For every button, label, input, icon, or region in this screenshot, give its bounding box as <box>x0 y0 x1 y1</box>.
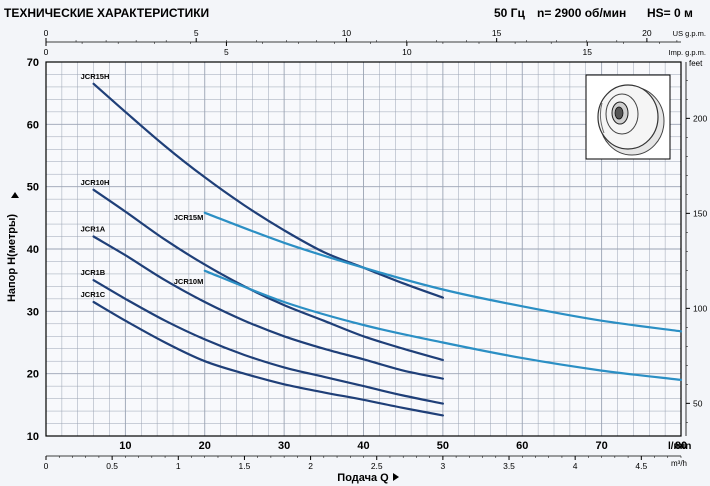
impeller-inset <box>585 74 671 160</box>
feet-tick-label: 100 <box>693 303 707 313</box>
imp-gpm-unit-label: Imp. g.p.m. <box>668 48 706 57</box>
imp-gpm-tick-label: 0 <box>44 47 49 57</box>
chart-title: ТЕХНИЧЕСКИЕ ХАРАКТЕРИСТИКИ <box>4 6 209 20</box>
x-tick-label: 30 <box>278 440 290 452</box>
x-tick-label: 80 <box>675 440 687 452</box>
m3h-tick-label: 2 <box>308 461 313 471</box>
series-line-jcr15m <box>203 211 683 333</box>
feet-tick-label: 150 <box>693 208 707 218</box>
us-gpm-tick-label: 5 <box>194 28 199 38</box>
m3h-tick-label: 2.5 <box>371 461 383 471</box>
x-axis-label: Подача Q <box>337 472 389 484</box>
us-gpm-tick-label: 15 <box>492 28 502 38</box>
series-line-jcr1a <box>92 235 444 380</box>
plot-grid <box>45 61 682 437</box>
rpm-label: n= 2900 об/мин <box>537 6 626 20</box>
series-line-jcr1b <box>92 279 444 405</box>
us-gpm-tick-label: 0 <box>44 28 49 38</box>
imp-gpm-tick-label: 10 <box>402 47 412 57</box>
y-tick-label: 50 <box>27 182 39 194</box>
plot-frame <box>45 61 682 437</box>
y-tick-label: 40 <box>27 244 39 256</box>
series-line-jcr1c <box>92 300 444 417</box>
m3h-tick-label: 4 <box>573 461 578 471</box>
feet-unit-label: feet <box>689 59 703 68</box>
y-tick-label: 70 <box>27 57 39 69</box>
impeller-icon <box>597 84 665 156</box>
series-line-jcr15h <box>92 82 444 299</box>
suction-height-label: HS= 0 м <box>647 6 693 20</box>
m3h-tick-label: 0.5 <box>106 461 118 471</box>
m3h-tick-label: 1 <box>176 461 181 471</box>
x-tick-label: 60 <box>516 440 528 452</box>
series-label-jcr1a: JCR1A <box>81 225 106 234</box>
imp-gpm-tick-label: 5 <box>224 47 229 57</box>
m3h-tick-label: 3 <box>441 461 446 471</box>
series-group <box>92 82 683 417</box>
series-label-jcr10m: JCR10M <box>174 277 204 286</box>
us-gpm-tick-label: 10 <box>342 28 352 38</box>
us-gpm-tick-label: 20 <box>642 28 652 38</box>
frequency-label: 50 Гц <box>494 6 525 20</box>
series-line-jcr10m <box>203 269 683 381</box>
m3h-tick-label: 4.5 <box>635 461 647 471</box>
x-unit-label: l/min <box>668 441 691 452</box>
series-line-jcr10h <box>92 188 444 362</box>
y-axis-label: Напор H(метры) <box>6 214 18 302</box>
x-axis-arrow-icon <box>393 473 399 481</box>
series-label-jcr15h: JCR15H <box>81 72 110 81</box>
x-tick-label: 20 <box>199 440 211 452</box>
series-label-jcr15m: JCR15M <box>174 213 204 222</box>
y-axis-arrow-icon <box>11 192 19 198</box>
series-label-jcr1b: JCR1B <box>81 268 106 277</box>
series-labels: JCR15H JCR10H JCR1A JCR1B JCR1C JCR15M JCR10M <box>81 72 204 299</box>
series-label-jcr10h: JCR10H <box>81 178 110 187</box>
y-tick-label: 30 <box>27 306 39 318</box>
x-tick-label: 40 <box>357 440 369 452</box>
x-tick-label: 70 <box>596 440 608 452</box>
feet-tick-label: 200 <box>693 113 707 123</box>
x-tick-label: 10 <box>119 440 131 452</box>
m3h-tick-label: 1.5 <box>239 461 251 471</box>
feet-tick-label: 50 <box>693 398 703 408</box>
us-gpm-unit-label: US g.p.m. <box>673 29 706 38</box>
x-tick-label: 50 <box>437 440 449 452</box>
m3h-unit-label: m³/h <box>671 459 687 468</box>
y-tick-label: 60 <box>27 119 39 131</box>
m3h-tick-label: 3.5 <box>503 461 515 471</box>
m3h-tick-label: 0 <box>44 461 49 471</box>
y-tick-label: 20 <box>27 369 39 381</box>
imp-gpm-tick-label: 15 <box>583 47 593 57</box>
y-tick-label: 10 <box>27 431 39 443</box>
series-label-jcr1c: JCR1C <box>81 290 106 299</box>
